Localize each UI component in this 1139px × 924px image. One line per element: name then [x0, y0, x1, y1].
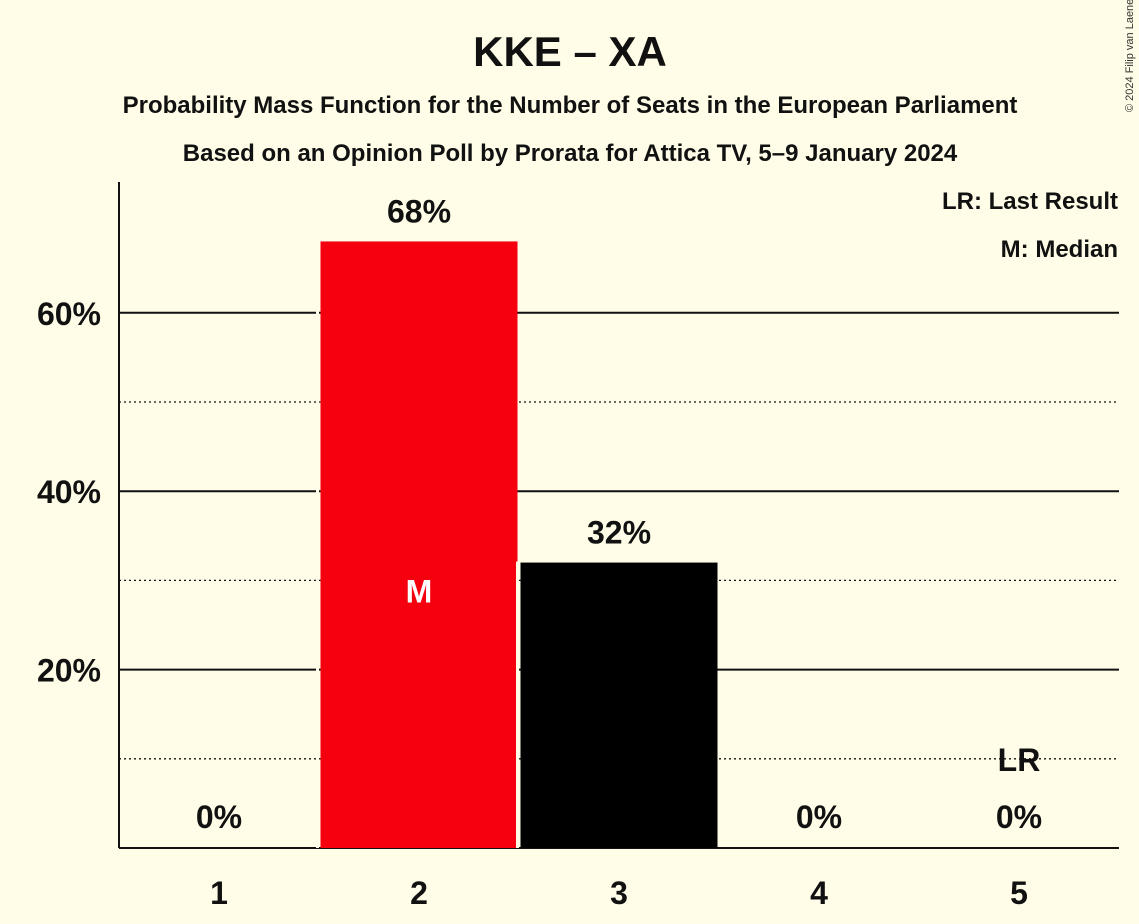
- legend-entry: LR: Last Result: [942, 188, 1118, 215]
- value-label: 68%: [387, 193, 451, 229]
- last-result-marker: LR: [998, 742, 1041, 778]
- chart-title: KKE – XA: [473, 28, 667, 75]
- legend: LR: Last Result M: Median: [942, 188, 1118, 263]
- value-label: 0%: [196, 799, 242, 835]
- copyright: © 2024 Filip van Laenen: [1124, 0, 1136, 112]
- x-tick-label: 3: [610, 875, 628, 911]
- bar-3: [520, 562, 718, 848]
- legend-entry: M: Median: [1001, 236, 1118, 263]
- median-marker: M: [406, 573, 433, 609]
- y-tick-label: 20%: [37, 653, 101, 689]
- x-tick-label: 4: [810, 875, 828, 911]
- chart-subtitle-source: Based on an Opinion Poll by Prorata for …: [183, 140, 958, 167]
- value-label: 0%: [996, 799, 1042, 835]
- chart-subtitle: Probability Mass Function for the Number…: [123, 92, 1018, 119]
- bar-2: [320, 241, 518, 848]
- x-tick-label: 2: [410, 875, 428, 911]
- value-label: 0%: [796, 799, 842, 835]
- x-tick-label: 5: [1010, 875, 1028, 911]
- x-tick-label: 1: [210, 875, 228, 911]
- y-tick-label: 60%: [37, 296, 101, 332]
- bars: [316, 240, 718, 848]
- value-label: 32%: [587, 515, 651, 551]
- bar-gap: [516, 561, 519, 848]
- bar-gap: [316, 240, 319, 848]
- y-tick-label: 40%: [37, 474, 101, 510]
